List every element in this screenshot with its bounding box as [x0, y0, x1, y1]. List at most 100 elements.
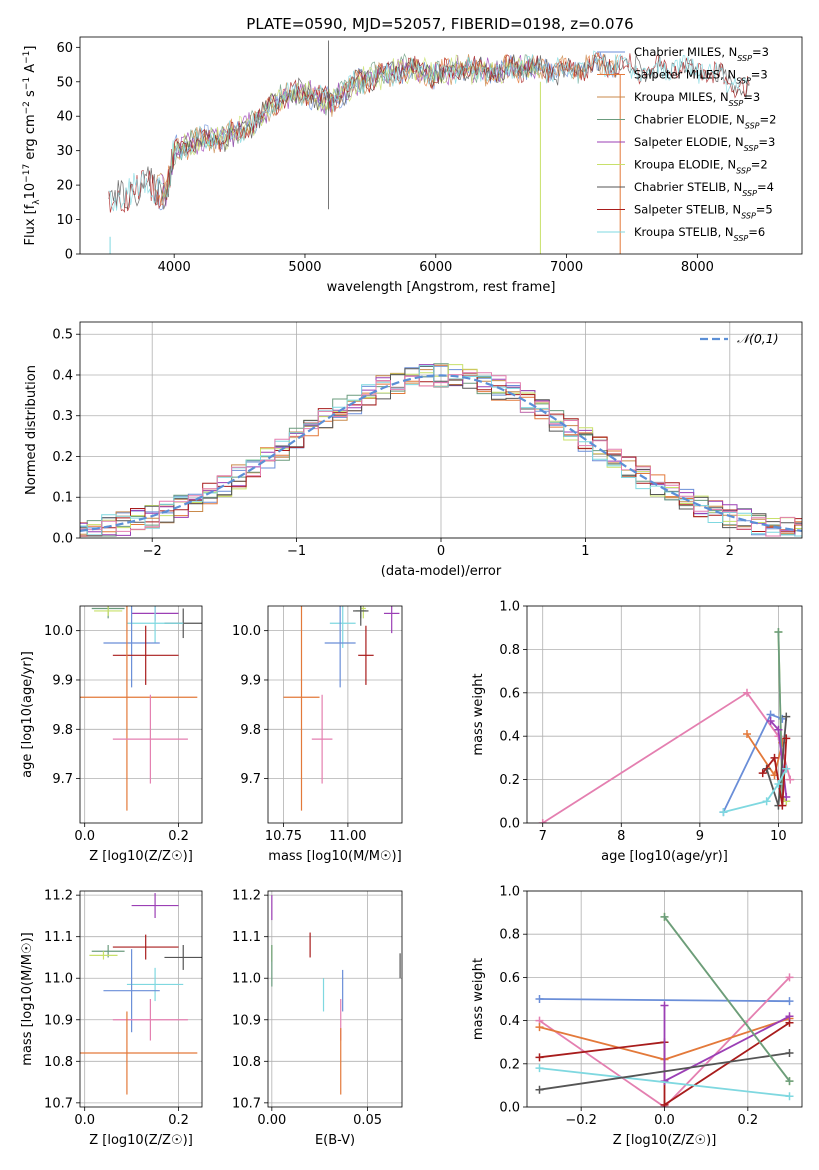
y-tick-label: 0 [65, 248, 73, 263]
y-tick-label: 10.0 [44, 624, 73, 639]
weight-marker [785, 1077, 794, 1086]
axes-frame [79, 890, 203, 1108]
y-tick-label: 10 [56, 213, 73, 228]
weight-marker [538, 819, 547, 823]
chart-weight-vs-Z: −0.2 0.0 0.2 0.0 0.2 0.4 0.6 0.8 1.0 Z [log10(Z/Z… [471, 885, 803, 1148]
error-bar-point [94, 606, 123, 616]
weight-marker [785, 1012, 794, 1021]
weight-marker [786, 775, 795, 784]
weight-marker [770, 753, 779, 762]
weight-marker [535, 995, 544, 1003]
y-tick-label: 9.7 [52, 772, 73, 787]
y-tick-label: 10.9 [232, 1013, 261, 1028]
spectrum-line [108, 50, 750, 212]
error-bar-point [283, 606, 320, 811]
y-tick-label: 1.0 [499, 885, 520, 900]
y-tick-label: 0.2 [499, 1057, 520, 1072]
legend-label: Chabrier ELODIE, NSSP=2 [634, 113, 776, 131]
weight-line [723, 768, 788, 813]
axes-frame [79, 605, 203, 824]
y-tick-label: 10.8 [44, 1055, 73, 1070]
histogram-step [80, 366, 802, 537]
y-tick-label: 50 [56, 75, 73, 90]
x-tick-label: 8 [617, 829, 625, 844]
error-bar-point [89, 951, 118, 960]
x-tick-label: 0.0 [654, 1113, 675, 1128]
weight-marker [782, 764, 791, 773]
chart-mass-vs-Z: 0.0 0.2 10.7 10.8 10.9 11.0 11.1 11.2 Z [log10(Z… [20, 889, 203, 1148]
x-tick-label: 0.0 [74, 1113, 95, 1128]
error-bar-point [324, 606, 356, 688]
y-tick-label: 0.8 [499, 643, 520, 658]
weight-marker [743, 688, 751, 697]
x-tick-label: −1 [287, 544, 306, 559]
y-tick-label: 9.8 [52, 723, 73, 738]
weight-marker [762, 797, 771, 806]
x-tick-label: 5000 [288, 260, 321, 275]
figure-title: PLATE=0590, MJD=52057, FIBERID=0198, z=0… [246, 15, 633, 33]
y-tick-label: 10.9 [44, 1013, 73, 1028]
error-bar-point [80, 1011, 198, 1095]
y-tick-label: 9.9 [240, 673, 261, 688]
x-tick-label: 1 [581, 544, 589, 559]
normal-curve [80, 374, 802, 532]
y-tick-label: 0.1 [52, 491, 73, 506]
axes-frame [526, 890, 803, 1108]
plot-area [538, 628, 795, 823]
x-tick-label: 0.0 [74, 829, 95, 844]
error-bar-point [126, 606, 184, 643]
chart-age-vs-Z: 0.0 0.2 9.7 9.8 9.9 10.0 Z [log10(Z/Z☉)] age [l… [20, 605, 203, 864]
y-axis-label: Flux [fλ10−17 erg cm−2 s−1 A−1] [22, 46, 42, 246]
y-axis-label: age [log10(age/yr)] [20, 651, 35, 778]
y-tick-label: 0.0 [499, 1101, 520, 1116]
y-tick-label: 0.4 [52, 368, 73, 383]
y-tick-label: 9.8 [240, 723, 261, 738]
y-tick-label: 0.5 [52, 328, 73, 343]
error-bar-point [329, 606, 356, 648]
plot-area [535, 912, 794, 1107]
y-tick-label: 11.0 [44, 972, 73, 987]
weight-marker [743, 730, 751, 739]
y-tick-label: 1.0 [499, 600, 520, 615]
plot-area [108, 40, 750, 254]
y-tick-label: 9.7 [240, 772, 261, 787]
y-tick-label: 10.7 [232, 1096, 261, 1111]
legend-label: Kroupa STELIB, NSSP=6 [634, 225, 765, 243]
weight-marker [782, 734, 791, 743]
plot-area [80, 363, 802, 537]
error-bar-point [164, 945, 202, 970]
histogram-step [80, 365, 802, 536]
x-tick-label: 7 [539, 829, 547, 844]
weight-marker [758, 769, 767, 778]
weight-marker [785, 1049, 794, 1057]
x-tick-label: −0.2 [565, 1113, 597, 1128]
plot-area [271, 895, 401, 1095]
weight-line [539, 1052, 790, 1091]
error-bar-point [112, 934, 179, 960]
plot-area [80, 893, 202, 1095]
x-tick-label: 2 [726, 544, 734, 559]
error-bar-point [103, 949, 160, 1033]
weight-marker [785, 1092, 794, 1101]
error-bar-point [353, 606, 369, 626]
weight-marker [774, 725, 783, 734]
chart-age-vs-mass: 10.75 11.00 9.7 9.8 9.9 10.0 mass [log10(M/M☉)… [232, 605, 403, 864]
y-tick-label: 0.8 [499, 928, 520, 943]
histogram-step [80, 365, 802, 537]
x-tick-label: 0.2 [168, 1113, 189, 1128]
weight-marker [774, 628, 783, 637]
y-axis-label: mass weight [471, 673, 486, 755]
plot-area [80, 606, 202, 811]
weight-marker [766, 717, 775, 726]
weight-line [538, 976, 791, 1107]
x-tick-label: 0.2 [168, 829, 189, 844]
weight-marker [719, 808, 728, 817]
y-tick-label: 9.9 [52, 673, 73, 688]
x-axis-label: mass [log10(M/M☉)] [268, 849, 401, 864]
histogram-step [80, 372, 802, 537]
axes-frame [79, 36, 803, 255]
weight-marker [660, 912, 669, 921]
weight-line [539, 1067, 790, 1098]
chart-spectrum: 4000 5000 6000 7000 8000 0 10 20 30 40 50 60 wavelen… [22, 36, 803, 295]
y-tick-label: 60 [56, 41, 73, 56]
